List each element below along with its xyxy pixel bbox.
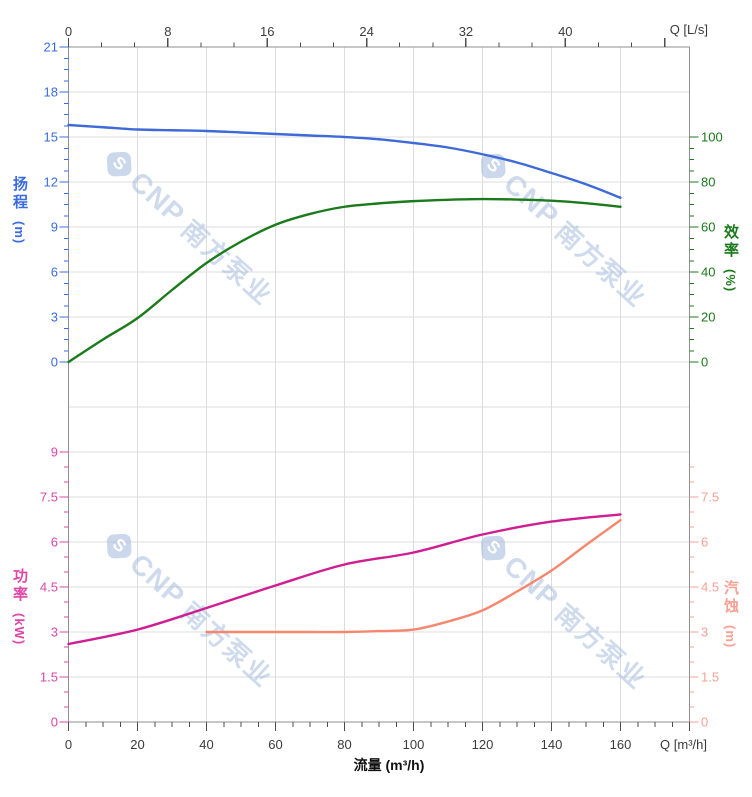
flow-ls-tick-label: 24 xyxy=(359,24,373,39)
npsh-axis: 0 1.5 3 4.5 6 7.5 xyxy=(689,466,719,730)
npsh-tick-label: 7.5 xyxy=(701,490,719,505)
flow-m3h-axis: 0 20 40 60 80 100 120 140 160 xyxy=(65,722,691,752)
bottom-axis-unit-label: Q [m³/h] xyxy=(660,737,707,752)
efficiency-tick-label: 0 xyxy=(701,355,708,370)
flow-ls-tick-label: 16 xyxy=(260,24,274,39)
efficiency-curve xyxy=(67,197,622,364)
flow-m3h-tick-label: 80 xyxy=(337,737,351,752)
flow-m3h-tick-label: 160 xyxy=(610,737,632,752)
power-tick-label: 1.5 xyxy=(40,670,58,685)
flow-m3h-tick-label: 60 xyxy=(268,737,282,752)
flow-m3h-tick-label: 40 xyxy=(199,737,213,752)
power-axis-name: 功率 xyxy=(11,568,28,604)
flow-m3h-tick-label: 140 xyxy=(541,737,563,752)
efficiency-tick-label: 80 xyxy=(701,175,715,190)
flow-ls-axis: 0 8 16 24 32 40 xyxy=(65,24,666,47)
flow-m3h-tick-label: 0 xyxy=(65,737,72,752)
power-axis-title: 功率 (kW) xyxy=(10,568,28,645)
flow-axis-title: 流量 (m³/h) xyxy=(353,757,425,773)
npsh-curve xyxy=(205,518,622,634)
power-tick-label: 6 xyxy=(51,535,58,550)
top-axis-unit-label: Q [L/s] xyxy=(669,22,708,37)
power-tick-label: 7.5 xyxy=(40,490,58,505)
power-axis-unit: (kW) xyxy=(12,613,27,646)
gridlines xyxy=(68,46,690,723)
flow-m3h-tick-label: 120 xyxy=(472,737,494,752)
head-tick-label: 6 xyxy=(51,265,58,280)
npsh-tick-label: 0 xyxy=(701,715,708,730)
head-tick-label: 21 xyxy=(44,40,58,55)
plot-border xyxy=(67,46,691,723)
head-axis-title: 扬程 (m) xyxy=(10,176,28,244)
power-curve xyxy=(67,513,622,646)
efficiency-axis-unit: (%) xyxy=(723,269,738,293)
flow-m3h-tick-label: 20 xyxy=(130,737,144,752)
npsh-axis-name: 汽蚀 xyxy=(722,580,739,616)
head-tick-label: 18 xyxy=(44,85,58,100)
power-tick-label: 4.5 xyxy=(40,580,58,595)
efficiency-tick-label: 40 xyxy=(701,265,715,280)
power-tick-label: 9 xyxy=(51,445,58,460)
head-curve xyxy=(67,123,622,199)
npsh-axis-unit: (m) xyxy=(723,625,738,649)
flow-ls-tick-label: 0 xyxy=(65,24,72,39)
efficiency-axis-name: 效率 xyxy=(722,224,739,260)
head-tick-label: 15 xyxy=(44,130,58,145)
head-tick-label: 3 xyxy=(51,310,58,325)
flow-m3h-tick-label: 100 xyxy=(403,737,425,752)
head-tick-label: 9 xyxy=(51,220,58,235)
npsh-tick-label: 6 xyxy=(701,535,708,550)
npsh-tick-label: 1.5 xyxy=(701,670,719,685)
flow-ls-tick-label: 8 xyxy=(164,24,171,39)
head-axis: 0 3 6 9 12 15 18 21 xyxy=(44,40,69,370)
efficiency-axis: 0 20 40 60 80 100 xyxy=(689,130,723,370)
flow-ls-tick-label: 40 xyxy=(558,24,572,39)
power-tick-label: 3 xyxy=(51,625,58,640)
head-tick-label: 12 xyxy=(44,175,58,190)
efficiency-tick-label: 60 xyxy=(701,220,715,235)
efficiency-tick-label: 20 xyxy=(701,310,715,325)
head-axis-unit: (m) xyxy=(12,221,27,245)
efficiency-axis-title: 效率 (%) xyxy=(721,224,739,292)
power-axis: 0 1.5 3 4.5 6 7.5 9 xyxy=(40,445,69,730)
head-axis-name: 扬程 xyxy=(11,176,28,212)
head-tick-label: 0 xyxy=(51,355,58,370)
npsh-tick-label: 4.5 xyxy=(701,580,719,595)
npsh-axis-title: 汽蚀 (m) xyxy=(721,580,739,648)
efficiency-tick-label: 100 xyxy=(701,130,723,145)
npsh-tick-label: 3 xyxy=(701,625,708,640)
flow-ls-tick-label: 32 xyxy=(459,24,473,39)
power-tick-label: 0 xyxy=(51,715,58,730)
